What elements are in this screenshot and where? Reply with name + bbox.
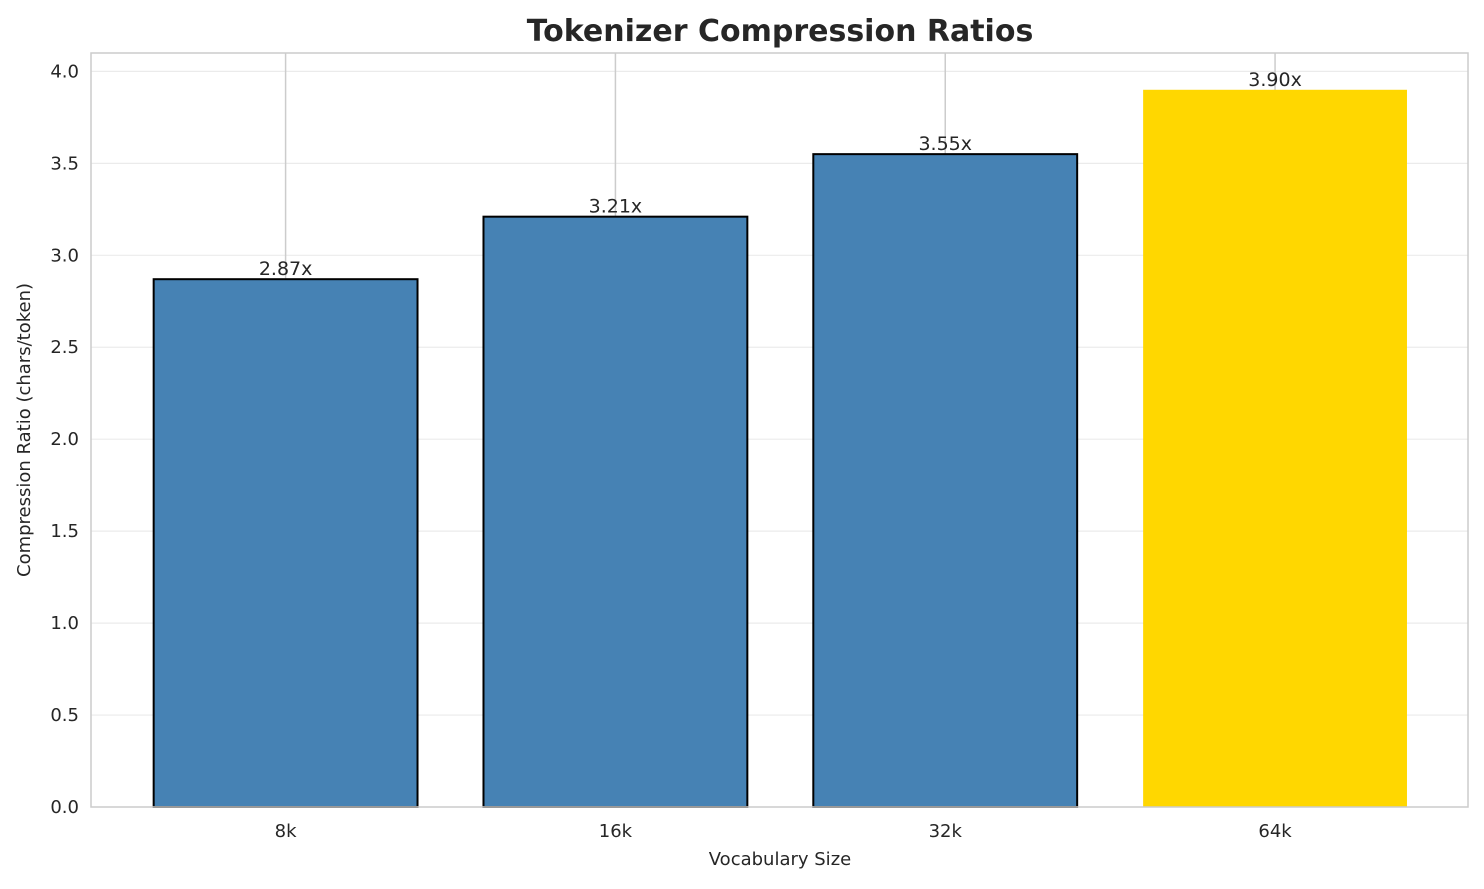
- x-tick-label: 32k: [929, 821, 963, 842]
- bar-64k: [1143, 89, 1407, 807]
- x-axis-label: Vocabulary Size: [709, 849, 851, 870]
- data-labels: 2.87x 3.21x 3.55x 3.90x: [259, 69, 1302, 280]
- bars: [152, 89, 1407, 809]
- x-tick-label: 64k: [1258, 821, 1292, 842]
- y-axis: 0.0 0.5 1.0 1.5 2.0 2.5 3.0 3.5 4.0: [50, 61, 79, 818]
- y-tick-label: 0.5: [50, 705, 79, 726]
- data-label: 3.55x: [918, 133, 972, 155]
- y-tick-label: 1.0: [50, 613, 79, 634]
- data-label: 2.87x: [259, 258, 313, 280]
- bar-16k: [482, 215, 749, 809]
- data-label: 3.90x: [1248, 69, 1302, 91]
- plot-frame: [90, 52, 1469, 808]
- y-axis-label: Compression Ratio (chars/token): [14, 283, 35, 577]
- data-label: 3.21x: [589, 196, 643, 218]
- y-tick-label: 0.0: [50, 797, 79, 818]
- x-tick-label: 8k: [275, 821, 297, 842]
- y-tick-label: 3.5: [50, 153, 79, 174]
- bar-32k: [812, 153, 1079, 808]
- chart-title: Tokenizer Compression Ratios: [527, 14, 1034, 49]
- y-tick-label: 1.5: [50, 521, 79, 542]
- y-tick-label: 2.0: [50, 429, 79, 450]
- bar-8k: [152, 278, 419, 808]
- y-tick-label: 2.5: [50, 337, 79, 358]
- x-tick-label: 16k: [599, 821, 633, 842]
- x-axis: 8k 16k 32k 64k: [275, 821, 1293, 842]
- y-tick-label: 4.0: [50, 61, 79, 82]
- y-tick-label: 3.0: [50, 245, 79, 266]
